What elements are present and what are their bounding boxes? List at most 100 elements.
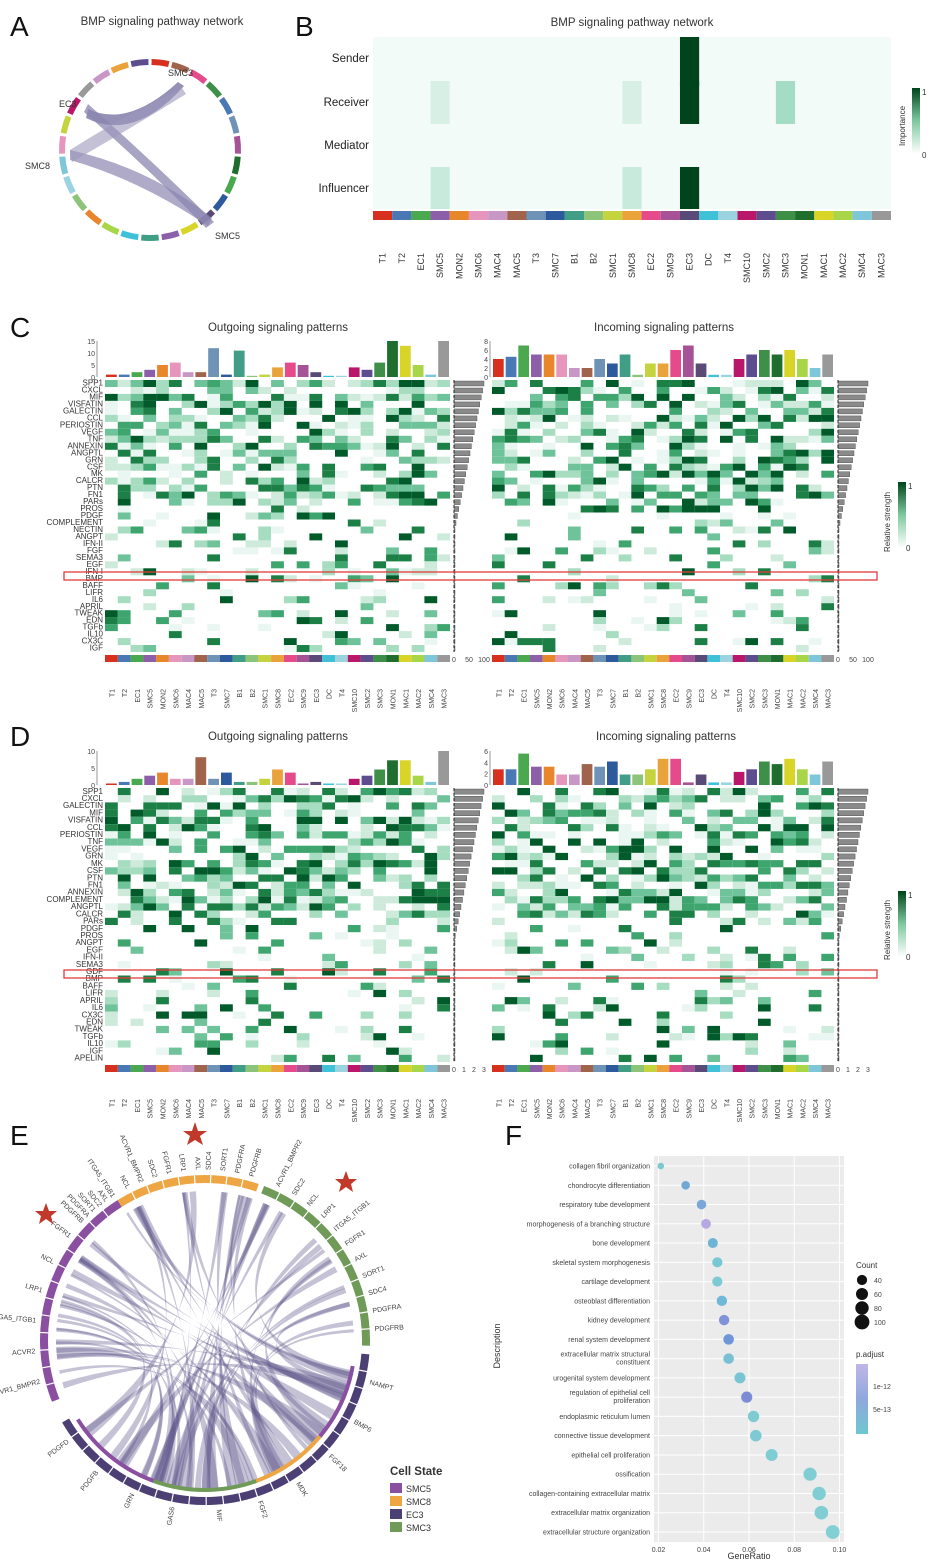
- heatmap-cell: [194, 939, 208, 947]
- total-strength-bar: [374, 362, 386, 377]
- total-strength-bar: [412, 775, 424, 785]
- heatmap-cell: [517, 484, 530, 492]
- heatmap-cell: [117, 442, 131, 450]
- heatmap-cell: [156, 1025, 169, 1034]
- heatmap-cell: [808, 435, 822, 443]
- ring-divider: [170, 1492, 175, 1503]
- cell-label: SMC3: [780, 253, 790, 278]
- pathway-label: VEGF: [81, 427, 103, 436]
- heatmap-cell: [593, 428, 606, 436]
- cell-label: SMC7: [610, 1099, 617, 1119]
- heatmap-cell: [542, 961, 556, 969]
- ring-inner-arc: [153, 1479, 257, 1492]
- heatmap-cell: [411, 910, 425, 918]
- heatmap-cell: [156, 903, 169, 911]
- heatmap-cell: [758, 512, 771, 520]
- heatmap-cell: [373, 816, 387, 824]
- heatmap-cell: [555, 788, 568, 796]
- ring-divider: [332, 1429, 341, 1437]
- size-legend-label: 80: [874, 1306, 882, 1313]
- heatmap-cell: [117, 910, 131, 918]
- pathway-label: IL6: [92, 1003, 104, 1012]
- heatmap-cell: [492, 881, 505, 889]
- cell-color-swatch: [758, 655, 771, 662]
- heatmap-cell: [606, 975, 619, 983]
- heatmap-cell: [694, 903, 708, 911]
- heatmap-cell: [504, 407, 518, 415]
- heatmap-cell: [322, 428, 335, 436]
- ring-divider: [357, 1369, 369, 1373]
- cell-label: B1: [623, 689, 630, 698]
- heatmap-cell: [398, 407, 412, 415]
- heatmap-cell: [296, 596, 310, 604]
- heatmap-cell: [770, 393, 784, 401]
- heatmap-cell: [130, 946, 144, 954]
- heatmap-cell: [808, 888, 822, 897]
- heatmap-cell: [732, 831, 746, 839]
- heatmap-cell: [168, 860, 182, 868]
- heatmap-cell: [517, 816, 530, 824]
- ring-segment: [92, 69, 111, 84]
- heatmap-cell: [656, 491, 670, 499]
- heatmap-cell: [707, 860, 720, 868]
- heatmap-cell: [606, 414, 619, 422]
- heatmap-cell: [770, 435, 784, 443]
- heatmap-cell: [143, 442, 157, 450]
- heatmap-cell: [618, 888, 632, 897]
- heatmap-cell: [424, 802, 438, 810]
- pathway-total-bar: [837, 875, 852, 881]
- heatmap-cell: [411, 491, 425, 499]
- heatmap-cell: [669, 932, 682, 940]
- heatmap-cell: [783, 617, 796, 625]
- heatmap-cell: [245, 867, 259, 875]
- heatmap-cell: [679, 167, 700, 209]
- heatmap-cell: [656, 1025, 670, 1034]
- heatmap-cell: [580, 802, 594, 810]
- heatmap-cell: [745, 831, 758, 839]
- heatmap-cell: [707, 852, 720, 861]
- heatmap-cell: [283, 809, 297, 817]
- pathway-total-bar: [837, 817, 863, 824]
- heatmap-cell: [386, 1047, 399, 1055]
- heatmap-cell: [504, 463, 518, 471]
- heatmap-cell: [424, 816, 438, 824]
- heatmap-cell: [283, 400, 297, 408]
- heatmap-cell: [194, 519, 208, 527]
- cell-color-swatch: [449, 211, 469, 220]
- heatmap-cell: [808, 1033, 822, 1041]
- total-strength-bar: [695, 363, 707, 377]
- cell-label: B1: [237, 689, 244, 698]
- heatmap-cell: [117, 428, 131, 436]
- heatmap-cell: [386, 917, 399, 925]
- heatmap-cell: [181, 491, 195, 499]
- heatmap-cell: [758, 881, 771, 889]
- heatmap-cell: [411, 788, 425, 796]
- heatmap-cell: [745, 953, 758, 961]
- heatmap-cell: [745, 809, 758, 817]
- heatmap-cell: [644, 961, 657, 969]
- heatmap-cell: [207, 400, 220, 408]
- heatmap-cell: [644, 896, 657, 904]
- heatmap-cell: [386, 428, 399, 436]
- heatmap-cell: [283, 917, 297, 925]
- heatmap-cell: [424, 407, 438, 415]
- total-strength-bar: [581, 368, 593, 377]
- heatmap-cell: [117, 860, 131, 868]
- heatmap-cell: [504, 968, 518, 976]
- heatmap-cell: [492, 816, 505, 824]
- heatmap-cell: [232, 795, 246, 803]
- gene-label: SDC2: [146, 1159, 158, 1179]
- cell-label: MON1: [775, 1099, 782, 1119]
- pathway-total-bar: [837, 450, 855, 456]
- heatmap-cell: [821, 435, 834, 443]
- heatmap-cell: [821, 910, 834, 918]
- heatmap-cell: [411, 1033, 425, 1041]
- heatmap-cell: [504, 932, 518, 940]
- heatmap-cell: [143, 903, 157, 911]
- heatmap-cell: [143, 414, 157, 422]
- heatmap-cell: [258, 874, 272, 882]
- heatmap-cell: [783, 1040, 796, 1048]
- heatmap-cell: [424, 867, 438, 875]
- heatmap-cell: [580, 961, 594, 969]
- heatmap-cell: [707, 1033, 720, 1041]
